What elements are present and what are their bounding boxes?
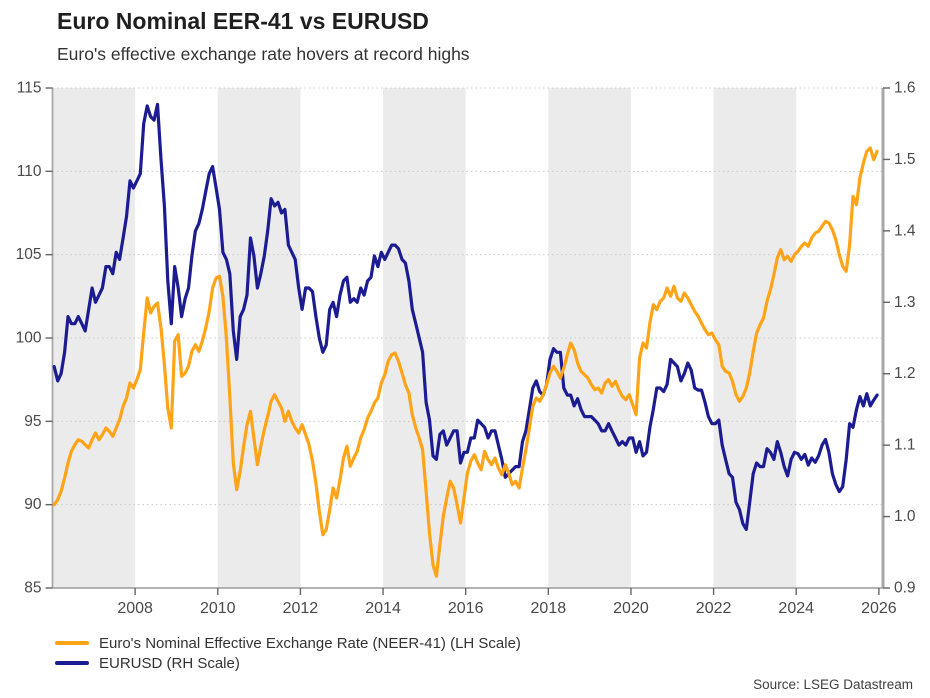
neer-line [52,146,879,578]
y-right-tick-label: 1.5 [894,151,916,168]
x-tick-label: 2026 [861,600,897,617]
y-right-tick-label: 0.9 [894,580,916,597]
y-right-tick-label: 1.2 [894,365,916,382]
y-left-tick-label: 115 [17,80,42,97]
x-tick-label: 2020 [613,600,649,617]
legend-label-eurusd: EURUSD (RH Scale) [99,654,240,672]
x-tick-label: 2014 [365,600,401,617]
chart-legend: Euro's Nominal Effective Exchange Rate (… [55,633,521,673]
x-tick-label: 2024 [778,600,814,617]
background-band [548,88,631,588]
y-right-tick-label: 1.3 [894,294,916,311]
page-title: Euro Nominal EER-41 vs EURUSD [57,8,429,34]
y-right-tick-label: 1.1 [894,437,916,454]
y-left-tick-label: 105 [16,246,42,263]
y-left-tick-label: 100 [16,330,42,347]
background-band [383,88,466,588]
legend-label-neer: Euro's Nominal Effective Exchange Rate (… [99,634,521,652]
legend-item-eurusd: EURUSD (RH Scale) [55,653,521,673]
x-tick-label: 2010 [200,600,236,617]
legend-item-neer: Euro's Nominal Effective Exchange Rate (… [55,633,521,653]
y-left-tick-label: 90 [24,496,42,513]
x-tick-label: 2008 [117,600,153,617]
neer-eurusd-chart: 85 90 95 100 105 110 115 0.9 1.0 1.1 1.2 1.3 1.4 1.5 1… [16,80,916,617]
background-band [217,88,301,588]
x-tick-label: 2012 [283,600,319,617]
x-tick-label: 2016 [448,600,484,617]
page-subtitle: Euro's effective exchange rate hovers at… [57,44,470,64]
eurusd-line-swatch [55,660,89,666]
x-tick-label: 2022 [696,600,732,617]
x-tick-label: 2018 [531,600,567,617]
y-left-tick-label: 110 [17,163,42,180]
source-text: Source: LSEG Datastream [753,677,913,692]
neer-line-swatch [55,640,89,646]
y-left-tick-label: 95 [24,413,41,430]
y-right-tick-label: 1.0 [894,508,916,525]
y-right-tick-label: 1.6 [894,80,916,97]
eurusd-line [52,102,879,532]
y-right-tick-label: 1.4 [894,222,916,239]
y-left-tick-label: 85 [24,580,41,597]
